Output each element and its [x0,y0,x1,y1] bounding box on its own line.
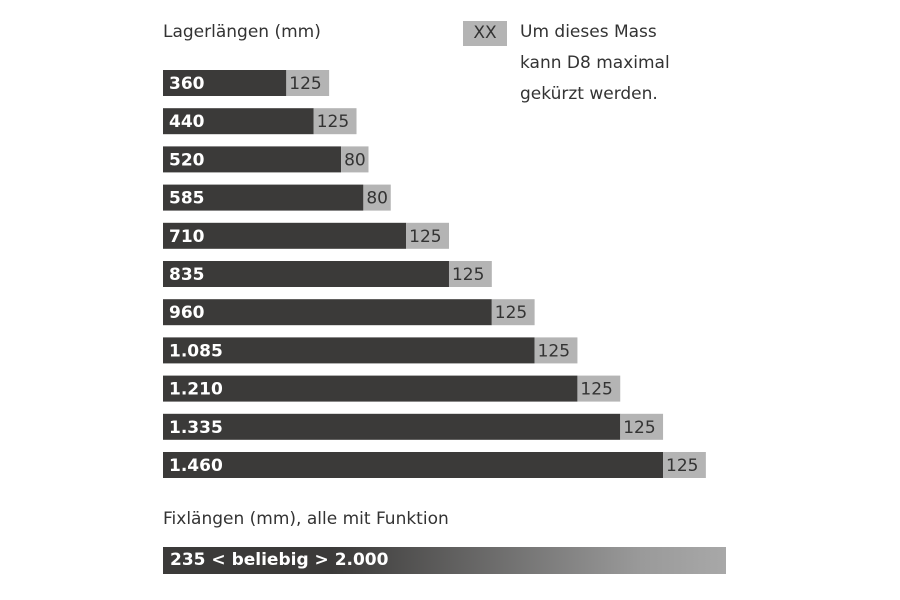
bar-shortening-label-10: 125 [666,456,698,476]
bar-shortening-2 [341,146,369,173]
bar-shortening-label-1: 125 [317,112,349,132]
bar-shortening-9 [620,413,664,440]
bar-length-label-8: 1.210 [169,380,223,400]
bar-length-5 [163,261,449,287]
bar-length-label-7: 1.085 [169,341,223,361]
bar-shortening-label-7: 125 [538,341,570,361]
fixlaengen-range-label: 235 < beliebig > 2.000 [170,550,389,570]
bar-length-label-3: 585 [169,189,205,209]
bar-shortening-10 [663,452,706,478]
bar-shortening-label-2: 80 [344,150,366,170]
bar-length-10 [163,452,664,478]
bar-shortening-label-9: 125 [623,418,655,438]
bar-length-4 [163,222,407,249]
bar-length-8 [163,375,578,402]
bar-shortening-label-5: 125 [452,265,484,285]
bar-shortening-7 [534,337,578,364]
bar-shortening-label-8: 125 [580,380,612,400]
bar-shortening-8 [577,375,621,402]
bar-length-0 [163,70,287,96]
bar-length-label-2: 520 [169,150,205,170]
bar-length-label-9: 1.335 [169,418,223,438]
bar-length-2 [163,146,342,173]
bar-length-6 [163,299,492,326]
bar-shortening-label-3: 80 [366,189,388,209]
bar-length-label-10: 1.460 [169,456,223,476]
bar-shortening-1 [313,108,357,135]
chart-title: Lagerlängen (mm) [163,22,321,42]
bar-length-label-0: 360 [169,74,205,94]
bar-length-1 [163,108,314,135]
legend-text: Um dieses Mass kann D8 maximal gekürzt w… [520,22,670,104]
bar-shortening-3 [363,184,391,211]
bar-length-label-5: 835 [169,265,205,285]
bar-length-label-4: 710 [169,227,205,247]
bar-length-label-1: 440 [169,112,205,132]
fixlaengen-bar: 235 < beliebig > 2.000 [163,547,726,574]
bar-length-9 [163,413,621,440]
bar-shortening-label-0: 125 [289,74,321,94]
bar-shortening-label-4: 125 [409,227,441,247]
bar-shortening-6 [491,299,535,326]
bar-length-label-6: 960 [169,303,205,323]
bar-shortening-4 [406,222,449,249]
bar-length-7 [163,337,535,364]
legend-swatch: XX [463,21,507,46]
bar-shortening-label-6: 125 [495,303,527,323]
fixlaengen-title: Fixlängen (mm), alle mit Funktion [163,509,449,529]
bar-length-3 [163,184,364,211]
bar-shortening-5 [448,261,492,287]
bar-shortening-0 [286,70,330,96]
